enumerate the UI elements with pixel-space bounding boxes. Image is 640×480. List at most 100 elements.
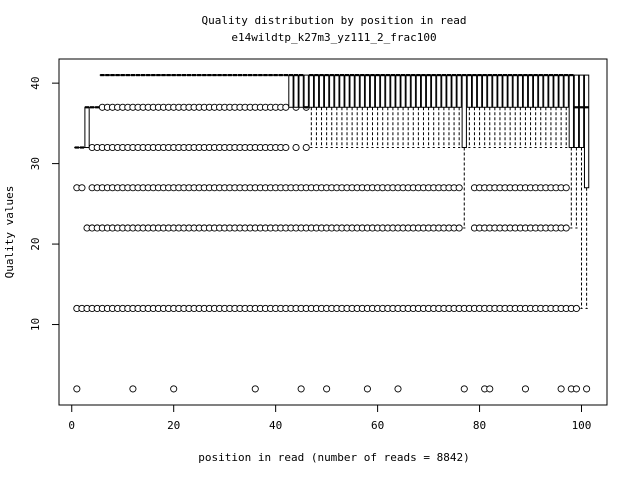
outlier-point	[562, 224, 570, 232]
box	[451, 74, 457, 108]
box	[497, 74, 503, 108]
box	[431, 74, 437, 108]
box	[446, 74, 452, 108]
box	[415, 74, 422, 108]
outlier-point	[170, 385, 178, 393]
box	[563, 74, 569, 108]
box	[339, 74, 345, 108]
outlier-point	[292, 143, 300, 152]
box	[492, 74, 498, 108]
x-tick-label: 0	[68, 419, 75, 432]
box	[344, 74, 350, 108]
box	[385, 74, 391, 108]
outlier-point	[486, 385, 494, 393]
box	[420, 74, 427, 108]
outlier-point	[323, 385, 331, 393]
outlier-point	[302, 143, 310, 152]
box	[313, 74, 320, 108]
plot-frame	[58, 58, 608, 406]
box	[538, 74, 544, 108]
box	[583, 74, 590, 189]
box	[323, 74, 330, 108]
outlier-point	[282, 103, 290, 111]
box	[527, 74, 534, 108]
box	[288, 74, 294, 108]
box	[436, 74, 442, 108]
box	[293, 74, 299, 108]
box	[487, 74, 493, 108]
outlier-points	[73, 103, 591, 393]
x-axis: 0 20 40 60 80 100	[68, 404, 592, 432]
box	[466, 74, 473, 108]
box	[471, 74, 478, 108]
outlier-point	[557, 385, 565, 393]
box	[374, 74, 381, 108]
box	[568, 74, 574, 149]
outlier-point	[455, 184, 463, 192]
y-axis-label: Quality values	[3, 186, 16, 279]
box	[476, 74, 483, 108]
box	[532, 74, 539, 108]
y-tick-label: 40	[29, 77, 42, 90]
x-tick-label: 20	[167, 419, 180, 432]
y-tick-label: 20	[29, 237, 42, 250]
medians	[74, 73, 589, 149]
outlier-point	[583, 385, 591, 393]
box	[507, 74, 513, 108]
box	[390, 74, 396, 108]
box	[395, 74, 401, 108]
box	[84, 106, 90, 149]
box	[349, 74, 355, 108]
x-axis-label: position in read (number of reads = 8842…	[198, 451, 470, 464]
y-tick-label: 10	[29, 318, 42, 331]
outlier-point	[363, 385, 371, 393]
box	[334, 74, 340, 108]
box	[512, 74, 518, 108]
y-tick-label: 30	[29, 157, 42, 170]
box	[405, 74, 411, 108]
y-axis: 10 20 30 40	[29, 77, 60, 331]
boxes	[74, 74, 590, 189]
outlier-point	[297, 385, 305, 393]
box	[482, 74, 488, 108]
outlier-point	[572, 304, 580, 312]
box	[558, 74, 564, 108]
box	[369, 74, 376, 108]
outlier-point	[572, 385, 580, 393]
box	[425, 74, 432, 108]
outlier-point	[562, 184, 570, 192]
box	[298, 74, 304, 108]
outlier-point	[282, 143, 290, 152]
box	[400, 74, 406, 108]
box	[502, 74, 508, 108]
outlier-point	[521, 385, 529, 393]
outlier-point	[460, 385, 468, 393]
outlier-point	[394, 385, 402, 393]
box	[303, 74, 309, 108]
box	[522, 74, 529, 108]
whiskers	[310, 107, 588, 309]
box	[380, 74, 386, 108]
box	[410, 74, 416, 108]
outlier-point	[129, 385, 137, 393]
x-tick-label: 60	[371, 419, 384, 432]
chart-subtitle: e14wildtp_k27m3_yz111_2_frac100	[231, 31, 436, 44]
box	[318, 74, 325, 108]
outlier-point	[251, 385, 259, 393]
box	[364, 74, 371, 108]
chart-title: Quality distribution by position in read	[202, 14, 467, 27]
box	[456, 74, 462, 108]
box	[308, 74, 314, 108]
box	[543, 74, 549, 108]
x-tick-label: 80	[473, 419, 486, 432]
box	[354, 74, 360, 108]
box	[441, 74, 447, 108]
outlier-point	[73, 385, 81, 393]
box	[578, 74, 585, 149]
box	[573, 74, 580, 149]
box	[359, 74, 365, 108]
x-tick-label: 40	[269, 419, 282, 432]
x-tick-label: 100	[572, 419, 592, 432]
box	[329, 74, 335, 108]
